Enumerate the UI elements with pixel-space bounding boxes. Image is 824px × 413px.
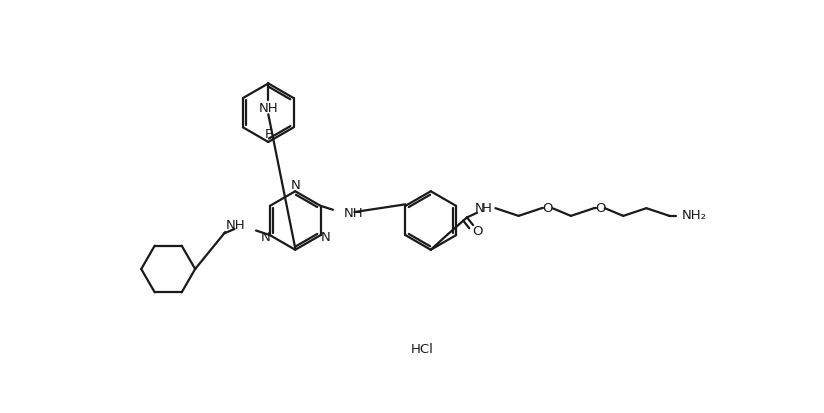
Text: O: O — [595, 202, 606, 215]
Text: NH: NH — [259, 102, 279, 115]
Text: H: H — [481, 202, 491, 215]
Text: N: N — [260, 231, 270, 244]
Text: N: N — [290, 179, 300, 192]
Text: O: O — [472, 225, 483, 238]
Text: N: N — [475, 202, 485, 215]
Text: F: F — [265, 128, 272, 141]
Text: NH: NH — [226, 219, 246, 233]
Text: N: N — [321, 231, 330, 244]
Text: O: O — [542, 202, 553, 215]
Text: NH₂: NH₂ — [681, 209, 707, 222]
Text: NH: NH — [344, 207, 363, 220]
Text: HCl: HCl — [411, 343, 433, 356]
